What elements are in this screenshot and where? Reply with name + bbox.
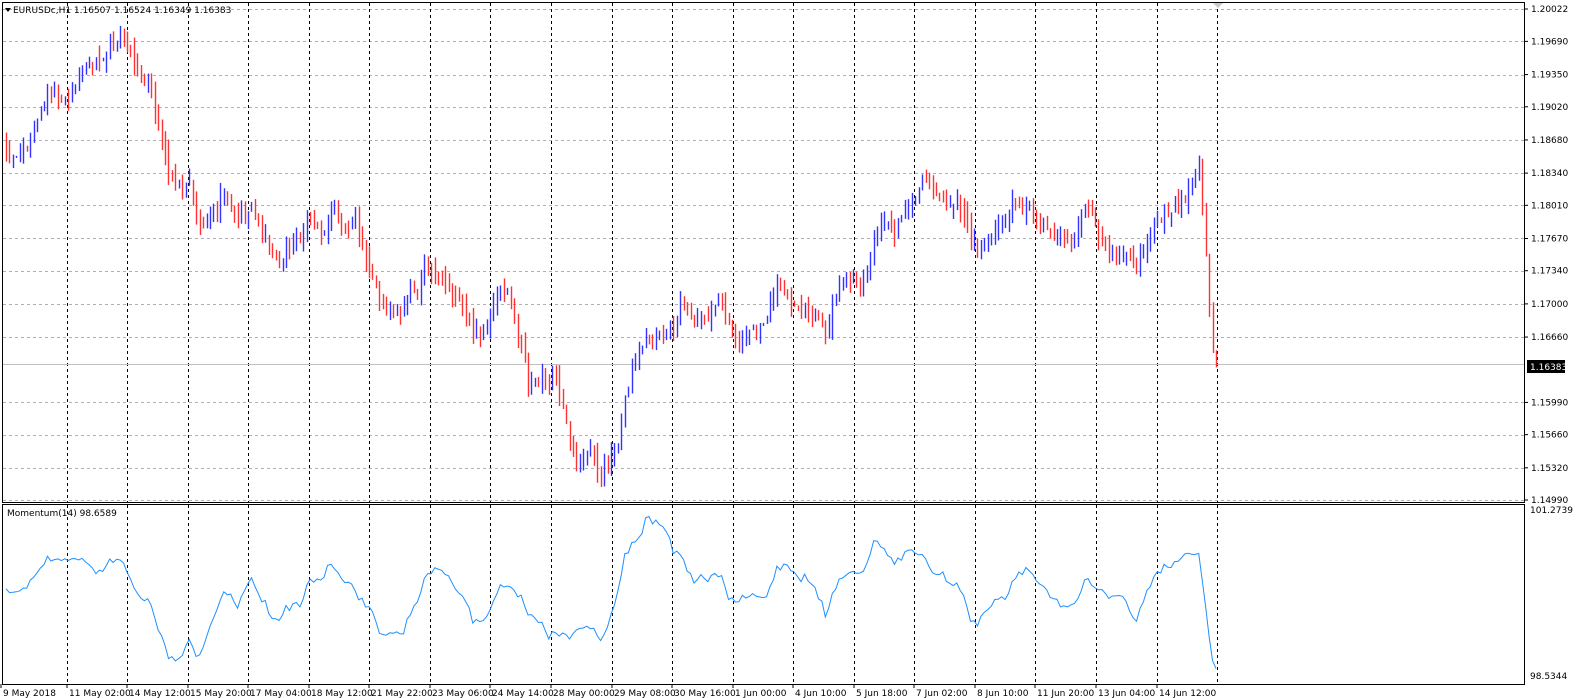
time-tick-label: 30 May 16:00 — [674, 689, 736, 698]
price-tick-label: 1.18010 — [1531, 201, 1568, 211]
price-tick-label: 1.18340 — [1531, 169, 1568, 179]
triangle-down-icon[interactable] — [5, 8, 11, 12]
momentum-series[interactable] — [5, 515, 1217, 669]
price-tick-label: 1.16660 — [1531, 333, 1568, 343]
price-tick-label: 1.15660 — [1531, 431, 1568, 441]
time-tick-label: 14 Jun 12:00 — [1159, 689, 1216, 698]
price-tick-label: 1.17670 — [1531, 234, 1568, 244]
momentum-axis: 101.2739 98.5344 — [1530, 506, 1573, 682]
price-tick-label: 1.18680 — [1531, 136, 1568, 146]
momentum-panel-label: Momentum(14) 98.6589 — [7, 509, 117, 519]
time-tick-label: 18 May 12:00 — [311, 689, 373, 698]
time-tick-label: 29 May 08:00 — [614, 689, 676, 698]
price-tick-label: 1.14990 — [1531, 496, 1568, 506]
price-tick-label: 1.15990 — [1531, 398, 1568, 408]
time-tick-label: 11 May 02:00 — [69, 689, 131, 698]
time-tick-label: 1 Jun 00:00 — [735, 689, 787, 698]
time-tick-label: 8 Jun 10:00 — [977, 689, 1029, 698]
time-tick-label: 24 May 14:00 — [492, 689, 554, 698]
time-tick-label: 23 May 06:00 — [432, 689, 494, 698]
current-price-tag-text: 1.16383 — [1530, 363, 1567, 373]
price-tick-label: 1.20022 — [1531, 5, 1568, 15]
price-tick-label: 1.19350 — [1531, 71, 1568, 81]
price-tick-label: 1.19690 — [1531, 37, 1568, 47]
main-panel-frame — [2, 2, 1525, 503]
chart-shift-marker-icon[interactable] — [1213, 3, 1223, 8]
time-tick-label: 4 Jun 10:00 — [795, 689, 847, 698]
time-tick-label: 15 May 20:00 — [190, 689, 252, 698]
current-price-tag — [1527, 360, 1565, 373]
grid-lines — [3, 3, 1524, 684]
momentum-line — [5, 515, 1217, 669]
time-tick-label: 17 May 04:00 — [250, 689, 312, 698]
time-tick-label: 21 May 22:00 — [371, 689, 433, 698]
main-panel-label: EURUSDc,H1 1.16507 1.16524 1.16349 1.163… — [13, 6, 231, 16]
momentum-tick-label: 98.5344 — [1530, 672, 1567, 682]
price-axis: 1.20022 1.19690 1.19350 1.19020 1.18680 1.183… — [1524, 5, 1568, 506]
time-tick-label: 9 May 2018 — [3, 689, 56, 698]
price-tick-label: 1.19020 — [1531, 103, 1568, 113]
time-tick-label: 28 May 00:00 — [553, 689, 615, 698]
momentum-panel-frame — [2, 504, 1525, 685]
time-tick-label: 11 Jun 20:00 — [1037, 689, 1094, 698]
time-tick-label: 5 Jun 18:00 — [856, 689, 908, 698]
price-tick-label: 1.17000 — [1531, 300, 1568, 310]
momentum-tick-label: 101.2739 — [1530, 506, 1573, 516]
time-tick-label: 7 Jun 02:00 — [916, 689, 968, 698]
candlestick-series[interactable] — [5, 25, 1218, 487]
price-tick-label: 1.15320 — [1531, 464, 1568, 474]
time-tick-label: 13 Jun 04:00 — [1098, 689, 1155, 698]
time-tick-label: 14 May 12:00 — [129, 689, 191, 698]
price-tick-label: 1.17340 — [1531, 267, 1568, 277]
